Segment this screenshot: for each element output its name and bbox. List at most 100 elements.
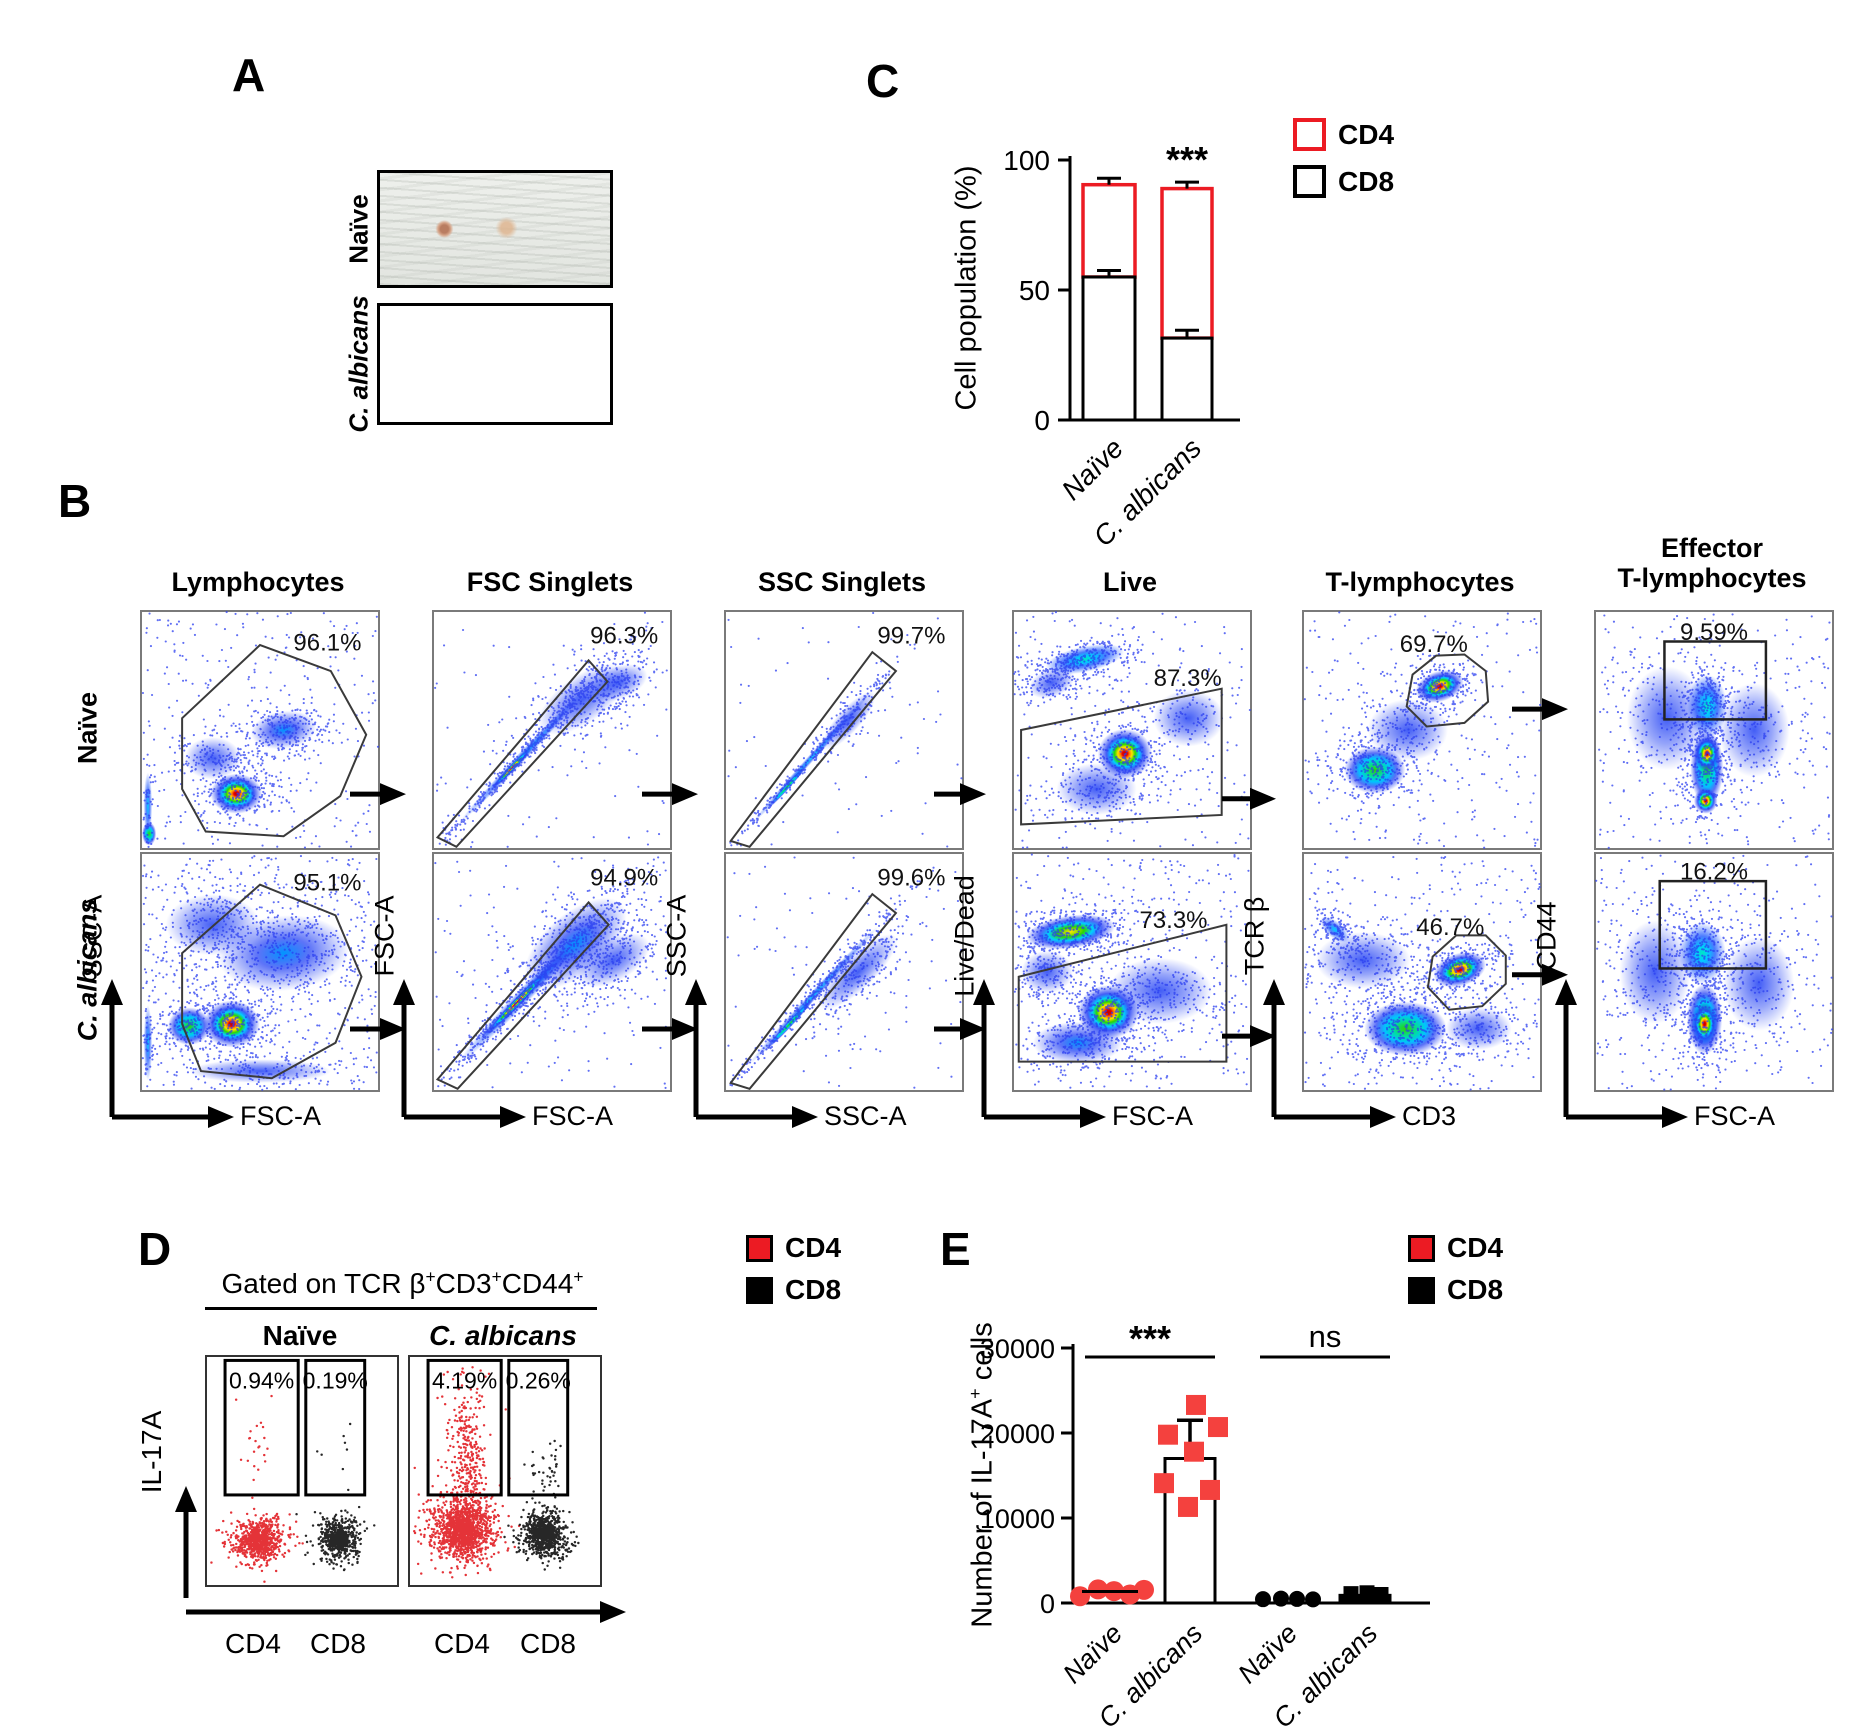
cd8-filled-square-icon	[746, 1276, 773, 1304]
panel-e-legend: CD4 CD8	[1408, 1234, 1503, 1318]
panel-a-label: A	[232, 49, 266, 101]
flow-column-title: Effector T-lymphocytes	[1617, 533, 1807, 593]
legend-item-cd8: CD8	[746, 1276, 841, 1304]
gate-percentage: 4.19%	[432, 1367, 497, 1393]
dotplot-x-label: CD8	[519, 1628, 576, 1659]
cd8-filled-square-icon	[1408, 1276, 1435, 1304]
flow-x-axis-label: SSC-A	[824, 1101, 907, 1131]
panel-d-y-axis-label: IL-17A	[136, 1410, 167, 1494]
panel-d-subtitle-naive: Naïve	[262, 1320, 338, 1351]
gate-percentage: 96.1%	[293, 630, 361, 657]
dotplot-x-label: CD8	[309, 1628, 366, 1659]
flow-y-axis-label: Live/Dead	[949, 875, 980, 997]
panel-b-label: B	[58, 475, 92, 527]
svg-text:0: 0	[1034, 405, 1050, 436]
legend-item-cd4: CD4	[1293, 118, 1394, 151]
flow-plot-ssc-singlets-row1: 99.6%	[724, 852, 964, 1092]
svg-text:***: ***	[1166, 139, 1208, 180]
gate-percentage: 69.7%	[1400, 631, 1468, 658]
svg-text:20000: 20000	[980, 1419, 1055, 1449]
legend-label: CD8	[1338, 165, 1395, 197]
flow-plot-ssc-singlets-row0: 99.7%	[724, 610, 964, 850]
legend-label: CD8	[785, 1274, 842, 1305]
legend-label: CD8	[1447, 1274, 1504, 1305]
flow-plot-t-lymphocytes-row0: 69.7%	[1302, 610, 1542, 850]
gate-percentage: 0.26%	[506, 1367, 571, 1393]
flow-column-title: FSC Singlets	[466, 567, 634, 597]
flow-plot-effector-row0: 9.59%	[1594, 610, 1834, 850]
svg-text:Naïve: Naïve	[1057, 1618, 1128, 1689]
gate-percentage: 99.7%	[877, 623, 945, 650]
panel-b-row-label-naive: Naïve	[72, 691, 103, 765]
flow-y-axis-label: FSC-A	[369, 895, 400, 977]
flow-y-axis-label: SSC-A	[661, 894, 692, 978]
gate-percentage: 0.19%	[303, 1367, 368, 1393]
svg-text:10000: 10000	[980, 1504, 1055, 1534]
flow-plot-lymphocytes-row1: 95.1%	[140, 852, 380, 1092]
svg-text:Naïve: Naïve	[1056, 432, 1130, 506]
flow-x-axis-label: FSC-A	[532, 1101, 613, 1131]
panel-c-label: C	[866, 55, 900, 107]
dotplot-x-label: CD4	[433, 1628, 490, 1659]
panel-d-subtitle-calbicans: C. albicans	[429, 1320, 577, 1351]
svg-text:Naïve: Naïve	[1232, 1618, 1303, 1689]
flow-plot-lymphocytes-row0: 96.1%	[140, 610, 380, 850]
gate-percentage: 95.1%	[293, 869, 361, 896]
cd4-filled-square-icon	[1408, 1234, 1435, 1262]
gate-percentage: 46.7%	[1416, 914, 1484, 941]
flow-x-axis-label: FSC-A	[1112, 1101, 1193, 1131]
panel-a-row-label-calbicans: C. albicans	[343, 295, 374, 433]
legend-item-cd4: CD4	[1408, 1234, 1503, 1262]
flow-x-axis-label: CD3	[1402, 1101, 1457, 1131]
svg-text:ns: ns	[1309, 1319, 1342, 1354]
flow-y-axis-label: SSC-A	[77, 894, 108, 978]
dotplot-naive: 0.94% 0.19%	[205, 1355, 399, 1587]
panel-d-legend: CD4 CD8	[746, 1234, 841, 1318]
legend-item-cd4: CD4	[746, 1234, 841, 1262]
cd8-open-square-icon	[1293, 165, 1326, 198]
flow-plot-effector-row1: 16.2%	[1594, 852, 1834, 1092]
legend-item-cd8: CD8	[1293, 165, 1394, 198]
gate-percentage: 9.59%	[1680, 619, 1748, 646]
cd4-open-square-icon	[1293, 118, 1326, 151]
svg-text:50: 50	[1019, 275, 1050, 306]
panel-d-label: D	[138, 1223, 172, 1275]
flow-plot-fsc-singlets-row0: 96.3%	[432, 610, 672, 850]
flow-column-title: T-lymphocytes	[1325, 567, 1515, 597]
gate-percentage: 0.94%	[229, 1367, 294, 1393]
flow-plot-fsc-singlets-row1: 94.9%	[432, 852, 672, 1092]
svg-text:30000: 30000	[980, 1334, 1055, 1364]
panel-c-legend: CD4 CD8	[1293, 118, 1394, 212]
flow-x-axis-label: FSC-A	[1694, 1101, 1775, 1131]
svg-text:0: 0	[1040, 1589, 1055, 1619]
gate-percentage: 73.3%	[1139, 907, 1207, 934]
panel-e-label: E	[940, 1223, 971, 1275]
flow-y-axis-label: TCR β	[1239, 896, 1270, 976]
cd4-filled-square-icon	[746, 1234, 773, 1262]
flow-plot-t-lymphocytes-row1: 46.7%	[1302, 852, 1542, 1092]
legend-item-cd8: CD8	[1408, 1276, 1503, 1304]
dotplot-calbicans: 4.19% 0.26%	[408, 1355, 602, 1587]
naive-lymph-nodes-photo	[377, 170, 613, 288]
dotplot-x-label: CD4	[224, 1628, 281, 1659]
panel-a-row-label-naive: Naïve	[343, 194, 374, 264]
svg-text:100: 100	[1003, 145, 1050, 176]
flow-column-title: SSC Singlets	[757, 567, 927, 597]
gate-percentage: 16.2%	[1680, 859, 1748, 886]
svg-text:***: ***	[1129, 1318, 1171, 1359]
flow-x-axis-label: FSC-A	[240, 1101, 321, 1131]
legend-label: CD4	[785, 1232, 842, 1263]
gate-percentage: 87.3%	[1154, 665, 1222, 692]
flow-y-axis-label: CD44	[1531, 901, 1562, 971]
gate-percentage: 96.3%	[590, 623, 658, 650]
flow-column-title: Live	[1102, 567, 1158, 597]
flow-column-title: Lymphocytes	[171, 567, 345, 597]
calbicans-lymph-nodes-photo	[377, 303, 613, 425]
flow-plot-live-row0: 87.3%	[1012, 610, 1252, 850]
gate-percentage: 94.9%	[590, 865, 658, 892]
legend-label: CD4	[1338, 118, 1395, 150]
flow-plot-live-row1: 73.3%	[1012, 852, 1252, 1092]
